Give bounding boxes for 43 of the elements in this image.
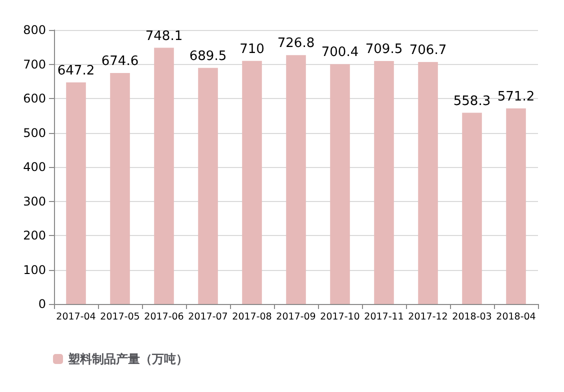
bar <box>506 108 526 304</box>
data-label: 689.5 <box>189 48 227 64</box>
data-label: 647.2 <box>57 63 95 78</box>
bar <box>66 82 86 304</box>
x-tick-label: 2017-07 <box>188 312 228 322</box>
bar <box>286 55 306 304</box>
y-tick-label: 700 <box>23 57 46 72</box>
y-tick-label: 0 <box>38 297 46 311</box>
bar <box>110 72 130 304</box>
data-label: 710 <box>240 42 264 57</box>
data-label: 571.2 <box>497 89 535 104</box>
x-tick-label: 2017-09 <box>276 312 316 322</box>
bar <box>154 48 174 304</box>
y-tick-label: 600 <box>23 92 46 106</box>
y-tick-label: 400 <box>23 160 46 174</box>
bar <box>242 60 262 304</box>
x-tick-label: 2017-12 <box>408 312 448 322</box>
x-tick-label: 2017-04 <box>56 312 96 322</box>
y-tick-label: 500 <box>23 126 46 140</box>
x-tick-label: 2017-05 <box>100 312 140 322</box>
bar <box>330 64 350 304</box>
x-tick-label: 2017-11 <box>364 312 404 322</box>
x-tick-label: 2018-04 <box>496 312 536 322</box>
bar <box>198 68 218 304</box>
x-tick-label: 2017-10 <box>320 312 360 322</box>
x-tick-label: 2017-06 <box>144 312 184 322</box>
y-tick-label: 300 <box>23 194 46 208</box>
data-label: 709.5 <box>365 42 403 57</box>
y-tick-label: 800 <box>23 23 46 37</box>
data-label: 674.6 <box>101 54 139 69</box>
bar <box>418 62 438 304</box>
data-label: 558.3 <box>453 94 491 109</box>
y-tick-label: 200 <box>23 228 46 242</box>
legend-label: 塑料制品产量（万吨） <box>67 352 188 366</box>
x-tick-label: 2017-08 <box>232 312 272 322</box>
bar <box>374 60 394 304</box>
data-label: 726.8 <box>277 36 315 52</box>
x-tick-label: 2018-03 <box>452 312 492 322</box>
y-tick-label: 100 <box>23 262 46 277</box>
data-label: 706.7 <box>409 42 447 58</box>
data-label: 700.4 <box>321 45 359 60</box>
data-label: 748.1 <box>145 28 183 44</box>
bar <box>462 112 482 304</box>
